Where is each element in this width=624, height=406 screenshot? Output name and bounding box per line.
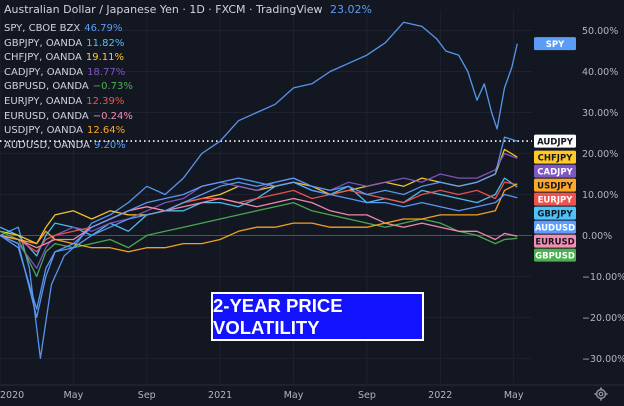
price-tag-label: GBPJPY [537, 210, 573, 220]
x-tick-label: May [64, 390, 84, 401]
legend-value: 12.64% [86, 125, 126, 137]
y-tick-label: 50.00% [582, 26, 618, 37]
price-tag-label: GBPUSD [535, 252, 575, 262]
chart-title: Australian Dollar / Japanese Yen · 1D · … [4, 3, 372, 16]
gear-icon[interactable] [594, 387, 608, 401]
x-tick-label: 2021 [208, 390, 232, 401]
legend: SPY, CBOE BZX 46.79% GBPJPY, OANDA 11.82% CH… [4, 22, 133, 153]
volatility-banner: 2-YEAR PRICE VOLATILITY [211, 292, 424, 341]
legend-item[interactable]: EURUSD, OANDA −0.24% [4, 110, 133, 125]
legend-value: 9.20% [93, 139, 126, 151]
series-line-eurjpy [0, 181, 518, 253]
legend-symbol: SPY, CBOE BZX [4, 23, 81, 34]
price-tag-spy [534, 37, 576, 51]
legend-value: −0.73% [92, 81, 133, 93]
series-line-audusd [0, 177, 518, 310]
legend-symbol: AUDUSD, OANDA [4, 139, 90, 151]
price-tag-gbpusd [534, 248, 576, 262]
price-tag-chfjpy [534, 150, 576, 164]
legend-item[interactable]: CHFJPY, OANDA 19.11% [4, 51, 133, 66]
x-tick-label: Sep [358, 390, 376, 401]
price-tag-label: CADJPY [537, 168, 573, 178]
y-tick-label: −30.00% [582, 354, 624, 365]
price-tag-gbpjpy [534, 206, 576, 220]
series-line-eurusd [0, 197, 518, 249]
banner-text: 2-YEAR PRICE VOLATILITY [213, 294, 343, 338]
legend-symbol: GBPUSD, OANDA [4, 81, 89, 93]
price-tag-eurjpy [534, 192, 576, 206]
price-tag-usdjpy [534, 178, 576, 192]
y-axis: 50.00% 40.00% 30.00% 20.00% 10.00% 0.00% −10.0… [582, 26, 624, 365]
x-tick-label: May [284, 390, 304, 401]
x-tick-label: Sep [138, 390, 156, 401]
legend-symbol: CHFJPY, OANDA [4, 52, 82, 64]
price-tag-audusd [534, 220, 576, 234]
legend-symbol: EURUSD, OANDA [4, 110, 89, 122]
legend-value: 11.82% [86, 37, 125, 49]
legend-item[interactable]: CADJPY, OANDA 18.77% [4, 66, 133, 81]
chart-title-text: Australian Dollar / Japanese Yen · 1D · … [4, 3, 323, 16]
legend-item[interactable]: AUDUSD, OANDA 9.20% [4, 139, 133, 154]
legend-value: −0.24% [92, 110, 133, 122]
y-tick-label: 20.00% [582, 149, 618, 160]
chart-change: 23.02% [329, 3, 372, 16]
series-line-audjpy [0, 136, 518, 319]
price-tag-eurusd [534, 234, 576, 248]
y-tick-label: 10.00% [582, 190, 618, 201]
price-tag-label: EURUSD [535, 238, 574, 248]
legend-item[interactable]: GBPUSD, OANDA −0.73% [4, 80, 133, 95]
legend-value: 12.39% [86, 95, 125, 107]
legend-item[interactable]: USDJPY, OANDA 12.64% [4, 124, 133, 139]
legend-item[interactable]: SPY, CBOE BZX 46.79% [4, 22, 133, 37]
legend-symbol: EURJPY, OANDA [4, 95, 83, 107]
x-axis: 2020 May Sep 2021 May Sep 2022 May [0, 384, 624, 401]
x-tick-label: May [504, 390, 524, 401]
x-tick-label: 2022 [428, 390, 452, 401]
y-tick-label: 0.00% [582, 231, 612, 242]
y-tick-label: −20.00% [582, 313, 624, 324]
legend-item[interactable]: EURJPY, OANDA 12.39% [4, 95, 133, 110]
legend-value: 19.11% [85, 52, 125, 64]
legend-value: 18.77% [87, 66, 126, 78]
price-tag-label: SPY [546, 40, 565, 50]
price-tag-audjpy [534, 134, 576, 148]
price-tag-label: AUDUSD [535, 224, 575, 234]
y-tick-label: −10.00% [582, 272, 624, 283]
price-tag-label: AUDJPY [537, 138, 574, 148]
price-tag-label: EURJPY [538, 196, 574, 206]
legend-symbol: CADJPY, OANDA [4, 66, 84, 78]
series-line-cadjpy [0, 152, 518, 269]
series-lines [0, 21, 518, 360]
price-tag-label: CHFJPY [538, 154, 574, 164]
x-tick-label: 2020 [0, 390, 24, 401]
price-tag-cadjpy [534, 164, 576, 178]
price-tags: SPY AUDJPY CHFJPY CADJPY USDJPY EURJPY GBPJPY A… [534, 37, 576, 262]
y-tick-label: 30.00% [582, 108, 618, 119]
legend-symbol: GBPJPY, OANDA [4, 37, 83, 49]
legend-item[interactable]: GBPJPY, OANDA 11.82% [4, 37, 133, 52]
price-tag-label: USDJPY [537, 182, 573, 192]
y-tick-label: 40.00% [582, 67, 618, 78]
legend-value: 46.79% [84, 23, 123, 34]
legend-symbol: USDJPY, OANDA [4, 125, 83, 137]
